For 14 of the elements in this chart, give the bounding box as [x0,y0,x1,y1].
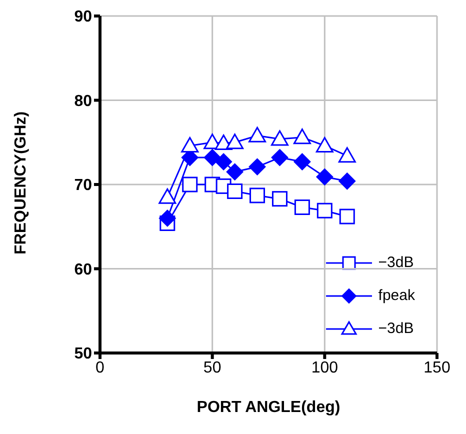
y-axis-title: FREQUENCY(GHz) [12,111,30,254]
y-tick-label: 50 [74,346,92,363]
x-tick-label: 100 [311,359,338,376]
x-tick-label: 0 [96,359,105,376]
y-tick-label: 80 [74,92,92,110]
legend-label: −3dB [378,253,414,273]
legend-label: −3dB [378,319,414,339]
y-tick-label: 90 [74,8,92,26]
x-axis-title: PORT ANGLE(deg) [196,399,340,416]
y-tick-label: 70 [74,177,92,194]
x-tick-label: 50 [203,359,222,376]
y-tick-label: 60 [74,261,92,278]
x-tick-label: 150 [424,359,450,376]
legend-label: fpeak [378,286,415,306]
